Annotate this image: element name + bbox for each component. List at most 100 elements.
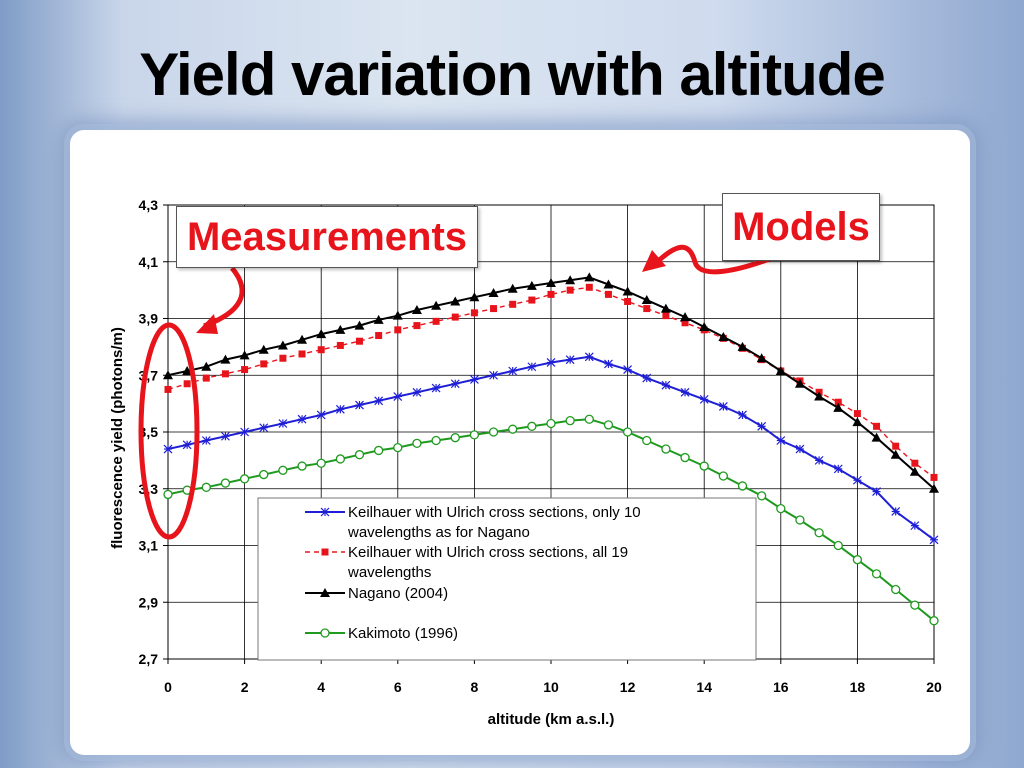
- data-point: [718, 402, 728, 411]
- asterisk-stroke: [661, 380, 671, 390]
- data-point: [490, 305, 498, 313]
- data-point: [239, 474, 250, 484]
- data-point: [221, 370, 229, 378]
- asterisk-stroke: [201, 436, 211, 445]
- data-point: [756, 353, 767, 363]
- data-point: [163, 444, 173, 454]
- data-point: [699, 461, 709, 471]
- data-point: [795, 515, 805, 525]
- data-point: [872, 487, 881, 497]
- data-point: [259, 423, 269, 433]
- data-point: [297, 414, 307, 424]
- data-point: [488, 287, 499, 297]
- legend-label: Nagano (2004): [348, 585, 448, 602]
- data-point: [375, 332, 383, 340]
- data-point: [584, 272, 595, 282]
- data-point: [508, 366, 518, 376]
- data-point: [373, 445, 384, 456]
- data-point: [624, 297, 632, 305]
- legend-swatch-marker: [320, 628, 330, 638]
- series-3: [163, 272, 939, 493]
- data-point: [718, 471, 728, 481]
- asterisk-stroke: [680, 387, 690, 397]
- data-point: [566, 286, 574, 294]
- series-1: [163, 352, 939, 545]
- data-point: [202, 374, 210, 382]
- asterisk-stroke: [163, 444, 173, 454]
- data-point: [374, 396, 384, 406]
- data-point: [278, 419, 288, 428]
- legend-label-line: Keilhauer with Ulrich cross sections, on…: [348, 504, 641, 521]
- asterisk-stroke: [565, 355, 575, 365]
- data-point: [852, 475, 862, 485]
- asterisk-stroke: [872, 487, 881, 497]
- data-point: [450, 433, 460, 443]
- asterisk-stroke: [469, 375, 479, 384]
- data-point: [431, 435, 441, 446]
- data-point: [929, 616, 939, 626]
- data-point: [412, 438, 422, 449]
- data-point: [259, 469, 269, 480]
- y-axis-label: fluorescence yield (photons/m): [109, 327, 126, 549]
- data-point: [794, 378, 805, 388]
- data-point: [239, 350, 250, 360]
- data-point: [584, 414, 594, 424]
- x-tick-label: 18: [850, 679, 866, 695]
- data-point: [776, 436, 786, 445]
- asterisk-stroke: [508, 366, 518, 376]
- data-point: [508, 424, 518, 434]
- data-point: [528, 296, 536, 304]
- y-tick-label: 4,1: [139, 254, 159, 270]
- models-arrowhead: [642, 250, 666, 272]
- asterisk-stroke: [278, 419, 288, 428]
- asterisk-stroke: [929, 535, 939, 545]
- legend-label-line: wavelengths: [347, 564, 431, 581]
- legend-entry: Keilhauer with Ulrich cross sections, al…: [305, 544, 628, 581]
- asterisk-stroke: [374, 396, 384, 406]
- data-point: [871, 569, 882, 579]
- data-point: [891, 507, 901, 516]
- data-point: [547, 290, 555, 298]
- measurements-callout: Measurements: [176, 206, 478, 268]
- legend-label-line: Keilhauer with Ulrich cross sections, al…: [348, 544, 628, 561]
- data-point: [910, 521, 920, 531]
- data-point: [890, 449, 901, 459]
- data-point: [183, 380, 191, 388]
- data-point: [470, 309, 478, 317]
- data-point: [834, 398, 842, 406]
- x-tick-label: 14: [696, 679, 712, 695]
- data-point: [757, 491, 767, 501]
- asterisk-stroke: [604, 359, 613, 369]
- data-point: [413, 322, 421, 330]
- data-point: [623, 365, 633, 374]
- asterisk-stroke: [182, 440, 192, 450]
- x-tick-label: 6: [394, 679, 402, 695]
- asterisk-stroke: [335, 404, 345, 414]
- data-point: [240, 427, 250, 437]
- data-point: [603, 420, 614, 430]
- data-point: [469, 375, 479, 384]
- y-tick-label: 3,9: [139, 311, 159, 327]
- data-point: [450, 296, 461, 306]
- asterisk-stroke: [355, 400, 364, 410]
- legend: Keilhauer with Ulrich cross sections, on…: [257, 497, 757, 661]
- y-tick-label: 2,9: [139, 594, 159, 610]
- x-tick-label: 4: [317, 679, 325, 695]
- data-point: [929, 483, 939, 493]
- asterisk-stroke: [852, 475, 862, 485]
- data-point: [680, 452, 690, 463]
- data-point: [680, 312, 691, 322]
- data-point: [432, 317, 440, 325]
- measurements-arrowhead: [196, 314, 218, 334]
- data-point: [182, 440, 192, 450]
- data-point: [603, 279, 614, 289]
- data-point: [604, 359, 613, 369]
- data-point: [488, 427, 499, 437]
- asterisk-stroke: [431, 383, 441, 393]
- data-point: [892, 442, 900, 450]
- data-point: [643, 305, 651, 313]
- asterisk-stroke: [259, 423, 269, 433]
- asterisk-stroke: [833, 464, 843, 474]
- x-axis-label: altitude (km a.s.l.): [488, 711, 615, 728]
